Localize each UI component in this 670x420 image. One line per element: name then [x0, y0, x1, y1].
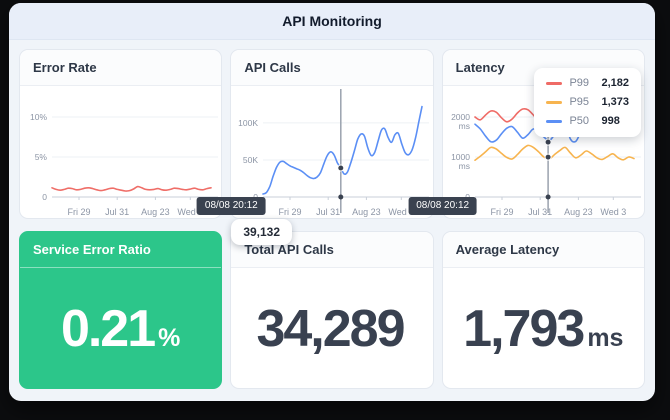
service-error-ratio-body: 0.21 %: [20, 268, 221, 389]
app-header: API Monitoring: [9, 3, 655, 40]
total-api-calls-title: Total API Calls: [244, 242, 334, 257]
total-api-calls-header: Total API Calls: [231, 232, 433, 268]
total-api-calls-card: Total API Calls 34,289: [230, 231, 434, 389]
y-tick-label: 100K: [239, 118, 259, 128]
api-calls-card-header: API Calls: [231, 50, 433, 86]
api-calls-title: API Calls: [244, 60, 301, 75]
service-error-ratio-value-wrap: 0.21 %: [61, 299, 180, 359]
error-rate-card: Error Rate 0 5% 10% Fri 29 Jul 31 Aug 23 Wed 3: [19, 49, 223, 219]
y-tick-label: 5%: [35, 152, 48, 162]
y-tick-label: 2000: [451, 112, 470, 122]
error-rate-title: Error Rate: [33, 60, 97, 75]
page-title: API Monitoring: [282, 13, 382, 29]
p95-line-swatch: [546, 101, 563, 104]
x-tick-label: Aug 23: [564, 207, 593, 217]
x-tick-label: Aug 23: [353, 207, 382, 217]
x-tick-label: Wed 3: [389, 207, 415, 217]
p99-line-swatch: [546, 82, 563, 85]
y-tick-label: ms: [458, 161, 469, 171]
x-tick-label: Fri 29: [68, 207, 91, 217]
crosshair-dot: [544, 138, 552, 146]
latency-time-tooltip: 08/08 20:12: [408, 197, 478, 215]
service-error-ratio-suffix: %: [158, 323, 181, 352]
x-tick-label: Jul 31: [317, 207, 341, 217]
y-tick-label: 10%: [30, 112, 47, 122]
service-error-ratio-header: Service Error Ratio: [20, 232, 222, 268]
error-rate-chart[interactable]: 0 5% 10% Fri 29 Jul 31 Aug 23 Wed 3: [20, 87, 221, 219]
crosshair-dot: [544, 153, 552, 161]
average-latency-body: 1,793 ms: [443, 268, 644, 389]
average-latency-value: 1,793: [463, 299, 585, 358]
p95-line: [474, 144, 635, 161]
legend-row-p95: P95 1,373: [546, 97, 629, 108]
api-calls-time-tooltip: 08/08 20:12: [196, 197, 266, 215]
x-tick-label: Fri 29: [279, 207, 302, 217]
crosshair-dot: [337, 164, 345, 172]
dashboard-grid: Error Rate 0 5% 10% Fri 29 Jul 31 Aug 23 Wed 3…: [9, 40, 655, 398]
error-rate-chart-body: 0 5% 10% Fri 29 Jul 31 Aug 23 Wed 3: [20, 87, 221, 219]
p99-label: P99: [569, 77, 590, 89]
x-tick-label: Jul 31: [528, 207, 552, 217]
x-tick-label: Aug 23: [141, 207, 170, 217]
p99-value: 2,182: [601, 77, 629, 89]
service-error-ratio-title: Service Error Ratio: [33, 242, 151, 257]
api-calls-line: [262, 105, 424, 195]
average-latency-header: Average Latency: [442, 232, 644, 268]
total-api-calls-body: 34,289: [231, 268, 432, 389]
y-tick-label: 1000: [451, 152, 470, 162]
crosshair-axis-dot: [338, 194, 344, 200]
service-error-ratio-card: Service Error Ratio 0.21 %: [19, 231, 223, 389]
legend-row-p99: P99 2,182: [546, 78, 629, 89]
y-tick-label: 0: [42, 192, 47, 202]
latency-legend-tooltip: P99 2,182 P95 1,373 P50 998: [534, 68, 641, 137]
average-latency-value-wrap: 1,793 ms: [463, 299, 623, 359]
p50-value: 998: [601, 115, 620, 127]
y-tick-label: ms: [458, 121, 469, 131]
p50-line-swatch: [546, 120, 563, 123]
app-window: API Monitoring Error Rate 0 5% 10% Fri 29 Ju…: [9, 3, 655, 401]
legend-row-p50: P50 998: [546, 116, 629, 127]
average-latency-suffix: ms: [587, 323, 624, 352]
p50-label: P50: [569, 115, 590, 127]
x-tick-label: Wed 3: [600, 207, 626, 217]
crosshair-axis-dot: [545, 194, 551, 200]
total-api-calls-value-wrap: 34,289: [256, 299, 407, 359]
y-tick-label: 50K: [243, 155, 258, 165]
x-tick-label: Fri 29: [490, 207, 513, 217]
api-calls-value-tooltip: 39,132: [231, 219, 293, 245]
error-rate-line: [51, 185, 212, 192]
latency-title: Latency: [455, 60, 505, 75]
error-rate-card-header: Error Rate: [20, 50, 222, 86]
service-error-ratio-value: 0.21: [60, 299, 156, 358]
total-api-calls-value: 34,289: [256, 299, 405, 358]
x-tick-label: Wed 3: [178, 207, 204, 217]
average-latency-card: Average Latency 1,793 ms: [441, 231, 645, 389]
p95-value: 1,373: [601, 96, 629, 108]
x-tick-label: Jul 31: [105, 207, 129, 217]
p95-label: P95: [569, 96, 590, 108]
average-latency-title: Average Latency: [455, 242, 560, 257]
